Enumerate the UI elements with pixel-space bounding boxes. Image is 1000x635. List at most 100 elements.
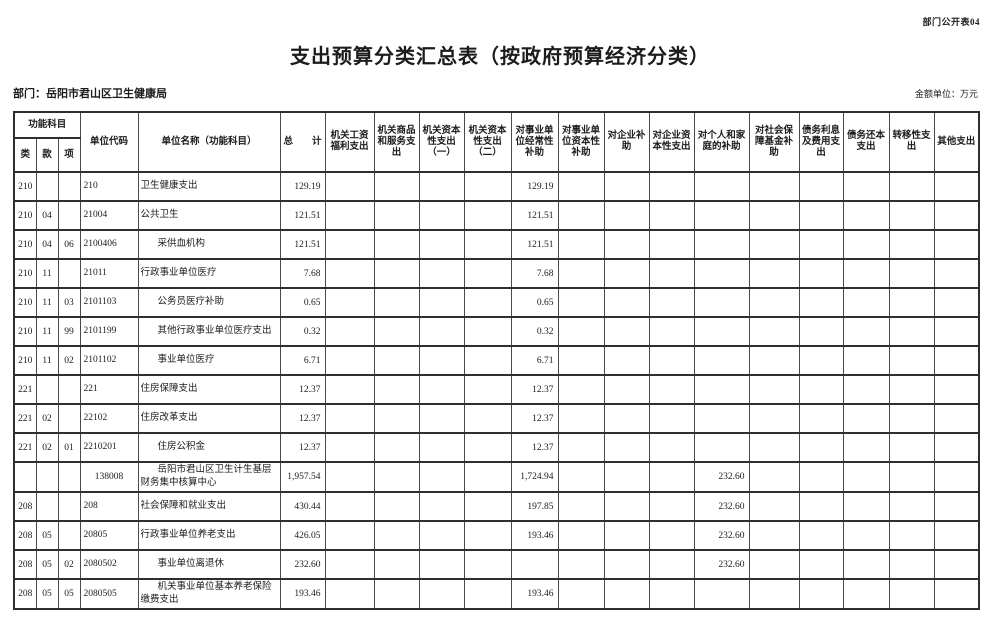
measure-cell-6 bbox=[603, 229, 650, 260]
measure-cell-12 bbox=[888, 200, 935, 231]
unit-code-cell: 2210201 bbox=[79, 432, 139, 463]
total-cell: 121.51 bbox=[279, 200, 326, 231]
measure-cell-4: 129.19 bbox=[510, 171, 559, 202]
header-measure-10: 债务利息及费用支出 bbox=[798, 111, 844, 173]
header-measure-3: 机关资本性支出（二） bbox=[463, 111, 512, 173]
measure-cell-1 bbox=[373, 171, 420, 202]
measure-cell-7 bbox=[648, 491, 695, 522]
measure-cell-6 bbox=[603, 287, 650, 318]
total-cell: 12.37 bbox=[279, 432, 326, 463]
table-row: 221 221 住房保障支出 12.37 12.37 bbox=[13, 374, 980, 405]
measure-cell-8 bbox=[693, 316, 750, 347]
measure-cell-3 bbox=[463, 549, 512, 580]
func-xiang-cell: 01 bbox=[57, 432, 81, 463]
unit-name-cell: 住房改革支出 bbox=[137, 403, 281, 434]
measure-cell-4: 1,724.94 bbox=[510, 461, 559, 493]
measure-cell-7 bbox=[648, 258, 695, 289]
measure-cell-7 bbox=[648, 200, 695, 231]
func-xiang-cell: 02 bbox=[57, 345, 81, 376]
total-cell: 232.60 bbox=[279, 549, 326, 580]
total-cell: 121.51 bbox=[279, 229, 326, 260]
func-lei-cell: 210 bbox=[13, 171, 37, 202]
header-measure-4: 对事业单位经常性补助 bbox=[510, 111, 559, 173]
department-label: 部门：岳阳市君山区卫生健康局 bbox=[13, 88, 167, 100]
header-func-col-1: 款 bbox=[35, 137, 59, 173]
measure-cell-2 bbox=[418, 578, 465, 610]
measure-cell-11 bbox=[842, 578, 890, 610]
measure-cell-4: 121.51 bbox=[510, 200, 559, 231]
measure-cell-11 bbox=[842, 229, 890, 260]
measure-cell-3 bbox=[463, 491, 512, 522]
measure-cell-5 bbox=[557, 491, 605, 522]
measure-cell-5 bbox=[557, 432, 605, 463]
measure-cell-1 bbox=[373, 345, 420, 376]
measure-cell-11 bbox=[842, 520, 890, 551]
measure-cell-7 bbox=[648, 171, 695, 202]
unit-name-cell: 机关事业单位基本养老保险缴费支出 bbox=[137, 578, 281, 610]
measure-cell-2 bbox=[418, 200, 465, 231]
unit-name-cell: 事业单位医疗 bbox=[137, 345, 281, 376]
measure-cell-8 bbox=[693, 287, 750, 318]
measure-cell-13 bbox=[933, 520, 980, 551]
measure-cell-12 bbox=[888, 461, 935, 493]
func-kuan-cell: 11 bbox=[35, 316, 59, 347]
measure-cell-8 bbox=[693, 432, 750, 463]
func-kuan-cell: 05 bbox=[35, 578, 59, 610]
measure-cell-5 bbox=[557, 287, 605, 318]
measure-cell-7 bbox=[648, 403, 695, 434]
table-row: 210 210 卫生健康支出 129.19 129.19 bbox=[13, 171, 980, 202]
func-xiang-cell: 05 bbox=[57, 578, 81, 610]
measure-cell-4: 193.46 bbox=[510, 520, 559, 551]
func-kuan-cell: 04 bbox=[35, 200, 59, 231]
measure-cell-13 bbox=[933, 229, 980, 260]
func-kuan-cell bbox=[35, 171, 59, 202]
measure-cell-4: 121.51 bbox=[510, 229, 559, 260]
measure-cell-1 bbox=[373, 432, 420, 463]
measure-cell-13 bbox=[933, 171, 980, 202]
measure-cell-0 bbox=[324, 374, 375, 405]
total-cell: 1,957.54 bbox=[279, 461, 326, 493]
measure-cell-11 bbox=[842, 287, 890, 318]
func-kuan-cell: 11 bbox=[35, 287, 59, 318]
measure-cell-0 bbox=[324, 258, 375, 289]
header-measure-5: 对事业单位资本性补助 bbox=[557, 111, 605, 173]
table-row: 210 11 21011 行政事业单位医疗 7.68 7.68 bbox=[13, 258, 980, 289]
table-row: 208 05 05 2080505 机关事业单位基本养老保险缴费支出 193.46 193.… bbox=[13, 578, 980, 610]
func-xiang-cell bbox=[57, 520, 81, 551]
func-xiang-cell bbox=[57, 200, 81, 231]
measure-cell-10 bbox=[798, 171, 844, 202]
measure-cell-3 bbox=[463, 578, 512, 610]
func-xiang-cell bbox=[57, 403, 81, 434]
unit-code-cell: 2080505 bbox=[79, 578, 139, 610]
table-row: 138008 岳阳市君山区卫生计生基层财务集中核算中心 1,957.54 1,724.… bbox=[13, 461, 980, 493]
measure-cell-6 bbox=[603, 345, 650, 376]
measure-cell-11 bbox=[842, 403, 890, 434]
measure-cell-4: 193.46 bbox=[510, 578, 559, 610]
func-kuan-cell: 11 bbox=[35, 345, 59, 376]
measure-cell-4: 12.37 bbox=[510, 374, 559, 405]
measure-cell-12 bbox=[888, 549, 935, 580]
header-measure-8: 对个人和家庭的补助 bbox=[693, 111, 750, 173]
func-kuan-cell: 02 bbox=[35, 432, 59, 463]
table-row: 221 02 22102 住房改革支出 12.37 12.37 bbox=[13, 403, 980, 434]
func-xiang-cell bbox=[57, 374, 81, 405]
unit-name-cell: 行政事业单位医疗 bbox=[137, 258, 281, 289]
measure-cell-7 bbox=[648, 316, 695, 347]
table-header-row-top: 功能科目 单位代码 单位名称（功能科目） 总 计 机关工资福利支出 机关商品和服务… bbox=[13, 111, 980, 173]
measure-cell-9 bbox=[748, 316, 800, 347]
unit-name-cell: 住房保障支出 bbox=[137, 374, 281, 405]
header-measure-6: 对企业补助 bbox=[603, 111, 650, 173]
measure-cell-10 bbox=[798, 578, 844, 610]
func-xiang-cell bbox=[57, 171, 81, 202]
measure-cell-1 bbox=[373, 549, 420, 580]
func-kuan-cell: 05 bbox=[35, 520, 59, 551]
measure-cell-7 bbox=[648, 520, 695, 551]
measure-cell-4: 0.65 bbox=[510, 287, 559, 318]
measure-cell-5 bbox=[557, 403, 605, 434]
measure-cell-12 bbox=[888, 374, 935, 405]
measure-cell-2 bbox=[418, 316, 465, 347]
measure-cell-5 bbox=[557, 229, 605, 260]
measure-cell-3 bbox=[463, 374, 512, 405]
measure-cell-11 bbox=[842, 432, 890, 463]
measure-cell-4: 197.85 bbox=[510, 491, 559, 522]
